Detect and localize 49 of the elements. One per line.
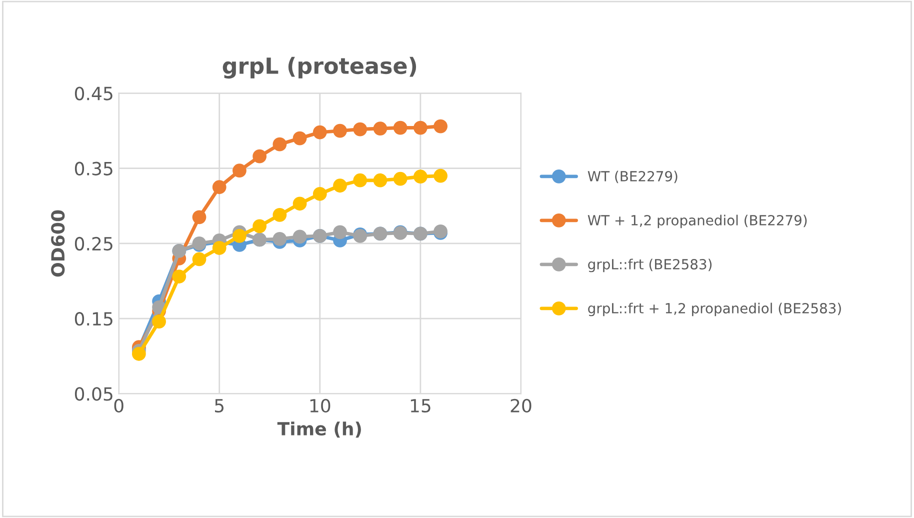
point [434, 168, 448, 183]
x-tick-label: 5 [215, 399, 224, 413]
point [373, 122, 388, 136]
point [232, 164, 246, 178]
point [292, 196, 307, 211]
point [292, 131, 307, 146]
point [413, 170, 428, 184]
point [312, 125, 327, 140]
x-axis-title: Time (h) [277, 422, 361, 438]
legend-label: WT + 1,2 propanediol (BE2279) [588, 214, 807, 228]
point [353, 173, 368, 188]
point [373, 173, 388, 188]
point [252, 149, 267, 164]
point [212, 241, 226, 255]
y-tick-label: 0.05 [74, 387, 112, 401]
point [272, 208, 287, 222]
point [353, 122, 368, 136]
point [333, 124, 347, 138]
x-tick-label: 20 [510, 398, 532, 413]
point [192, 252, 206, 266]
point [132, 346, 146, 361]
point [333, 178, 347, 193]
point [272, 232, 287, 246]
y-tick-label: 0.35 [74, 162, 112, 176]
chart-title: grpL (protease) [222, 56, 416, 79]
point [393, 172, 408, 186]
legend-label: grpL::frt (BE2583) [588, 258, 712, 272]
point [292, 230, 307, 244]
point [232, 229, 246, 243]
y-tick-label: 0.25 [74, 236, 112, 251]
point [312, 186, 327, 201]
legend-label: grpL::frt + 1,2 propanediol (BE2583) [588, 302, 841, 316]
point [252, 219, 267, 234]
point [212, 180, 226, 194]
y-tick-label: 0.45 [74, 86, 112, 100]
point [333, 225, 347, 240]
x-tick-label: 0 [114, 398, 124, 413]
point [434, 119, 448, 134]
point [172, 270, 186, 284]
point [192, 210, 206, 224]
y-tick-label: 0.15 [74, 312, 112, 326]
y-axis-title: OD600 [51, 210, 65, 277]
point [272, 137, 287, 152]
x-tick-label: 10 [310, 398, 330, 413]
x-tick-label: 15 [410, 399, 430, 413]
point [413, 120, 428, 135]
point [152, 314, 166, 329]
legend-label: WT (BE2279) [588, 170, 678, 184]
point [393, 120, 408, 135]
